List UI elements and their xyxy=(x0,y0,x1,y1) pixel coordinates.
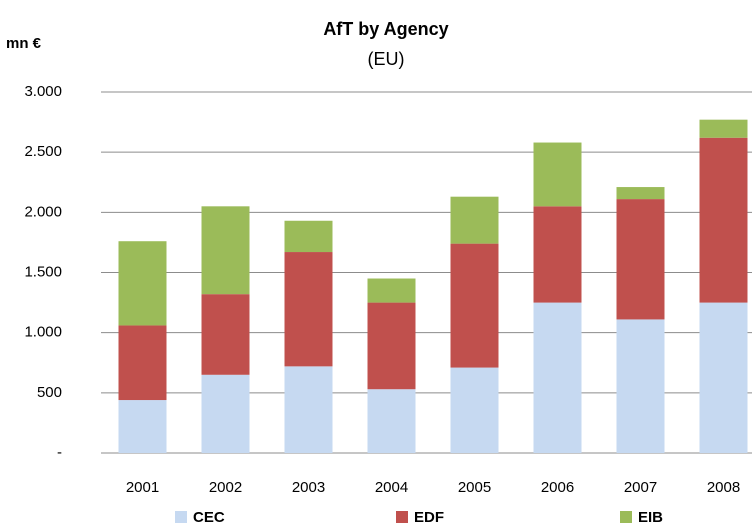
y-tick-label: 500 xyxy=(37,384,62,401)
x-tick-label: 2003 xyxy=(292,479,325,496)
bar-segment xyxy=(201,206,250,295)
legend-label: CEC xyxy=(193,509,225,526)
legend-swatch xyxy=(620,511,632,523)
chart-subtitle: (EU) xyxy=(368,49,405,69)
bar-segment xyxy=(118,325,167,401)
y-tick-label: 1.500 xyxy=(24,263,62,280)
bar-segment xyxy=(118,400,167,453)
bar-segment xyxy=(616,199,665,320)
x-tick-label: 2005 xyxy=(458,479,491,496)
y-tick-label: 3.000 xyxy=(24,83,62,100)
legend-swatch xyxy=(396,511,408,523)
x-tick-label: 2002 xyxy=(209,479,242,496)
chart-title: AfT by Agency xyxy=(323,19,448,39)
legend-label: EDF xyxy=(414,509,444,526)
bar-segment xyxy=(533,302,582,453)
bar-segment xyxy=(284,252,333,367)
x-tick-label: 2008 xyxy=(707,479,740,496)
bar-segment xyxy=(699,119,748,138)
bar-segment xyxy=(367,278,416,303)
y-tick-label: - xyxy=(57,444,62,461)
bar-segment xyxy=(201,294,250,375)
bar-segment xyxy=(367,389,416,453)
y-axis-label: mn € xyxy=(6,35,42,52)
bar-segment xyxy=(450,196,499,244)
bar-segment xyxy=(616,187,665,200)
bar-segment xyxy=(284,220,333,253)
bar-segment xyxy=(450,243,499,368)
x-tick-label: 2007 xyxy=(624,479,657,496)
bar-segment xyxy=(450,367,499,453)
bar-segment xyxy=(533,206,582,303)
x-tick-label: 2006 xyxy=(541,479,574,496)
x-tick-label: 2001 xyxy=(126,479,159,496)
bar-segment xyxy=(118,241,167,326)
bar-segment xyxy=(699,137,748,303)
legend-label: EIB xyxy=(638,509,663,526)
y-tick-label: 1.000 xyxy=(24,324,62,341)
x-tick-label: 2004 xyxy=(375,479,408,496)
legend-swatch xyxy=(175,511,187,523)
bar-segment xyxy=(367,302,416,390)
bar-segment xyxy=(616,319,665,453)
bar-segment xyxy=(699,302,748,453)
bar-segment xyxy=(533,142,582,207)
y-tick-label: 2.000 xyxy=(24,203,62,220)
y-tick-label: 2.500 xyxy=(24,143,62,160)
bar-segment xyxy=(201,374,250,453)
bar-segment xyxy=(284,366,333,453)
